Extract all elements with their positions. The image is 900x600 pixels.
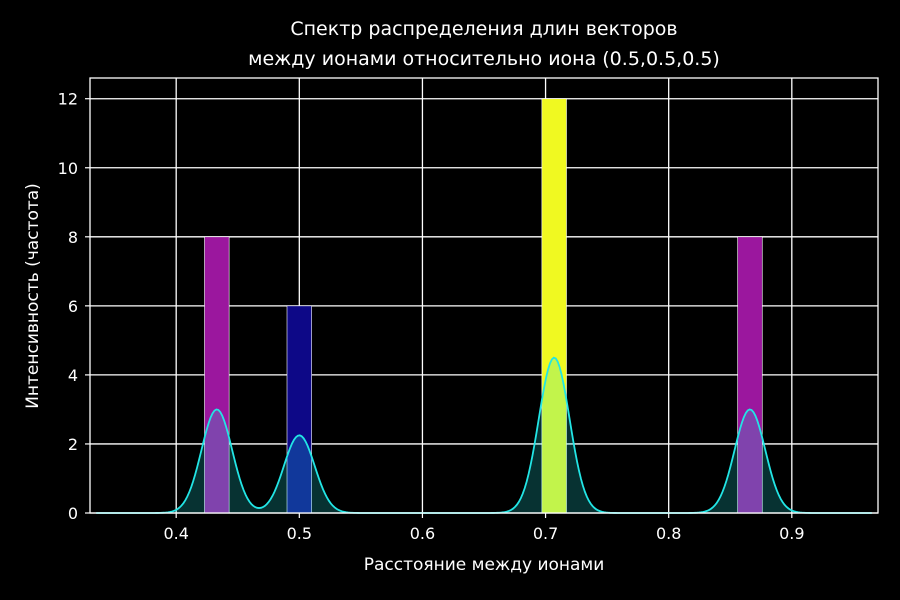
y-tick-label: 0 — [68, 504, 78, 523]
chart-title-line-2: между ионами относительно иона (0.5,0.5,… — [248, 48, 720, 70]
plot-frame — [89, 77, 879, 514]
chart-title-line-1: Спектр распределения длин векторов — [290, 18, 677, 40]
x-tick-label: 0.7 — [533, 524, 558, 543]
y-tick-label: 6 — [68, 297, 78, 316]
y-tick-label: 12 — [58, 90, 78, 109]
bars — [204, 98, 763, 514]
y-axis-label: Интенсивность (частота) — [23, 183, 43, 409]
x-axis-ticks: 0.4 0.5 0.6 0.7 0.8 0.9 — [163, 513, 805, 543]
y-tick-label: 4 — [68, 366, 78, 385]
x-tick-label: 0.8 — [656, 524, 681, 543]
x-tick-label: 0.5 — [287, 524, 312, 543]
x-axis-label: Расстояние между ионами — [364, 555, 605, 575]
bar-3 — [737, 236, 763, 514]
x-tick-label: 0.9 — [779, 524, 804, 543]
y-axis-ticks: 0 2 4 6 8 10 12 — [58, 90, 90, 523]
y-tick-label: 8 — [68, 228, 78, 247]
y-tick-label: 10 — [58, 159, 78, 178]
x-tick-label: 0.4 — [163, 524, 188, 543]
x-tick-label: 0.6 — [410, 524, 435, 543]
y-tick-label: 2 — [68, 435, 78, 454]
kde-fill — [96, 357, 872, 513]
